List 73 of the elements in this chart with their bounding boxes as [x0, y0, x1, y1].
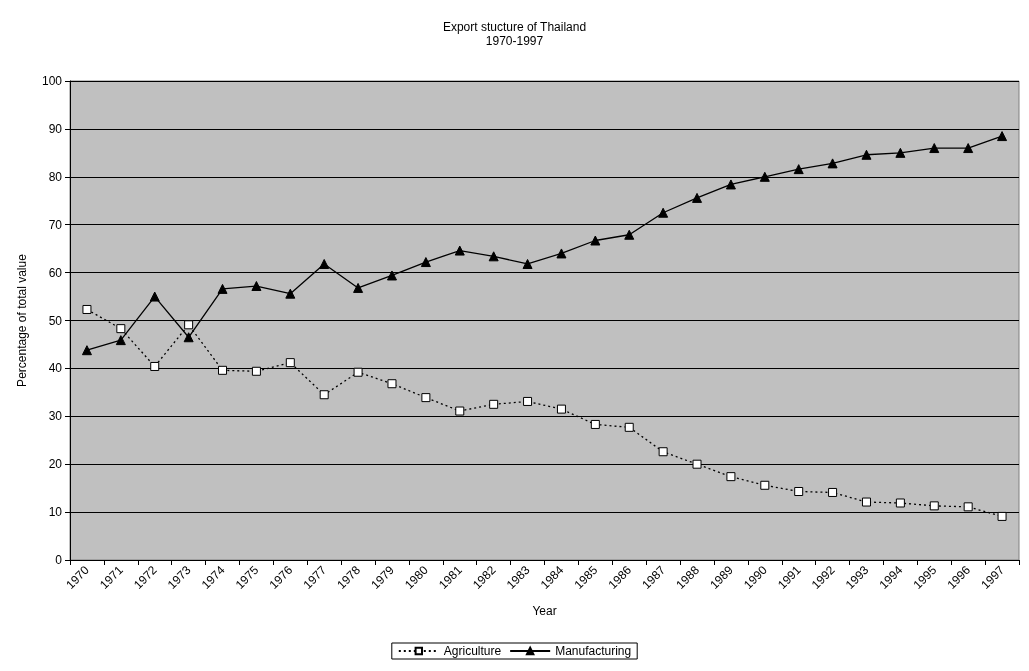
- point: [522, 258, 533, 269]
- legend-label: Manufacturing: [555, 644, 632, 658]
- point: [116, 324, 126, 334]
- point: [285, 358, 295, 368]
- point: [692, 459, 702, 469]
- point: [523, 396, 533, 406]
- point: [895, 498, 905, 508]
- legend-label: Agriculture: [443, 644, 502, 658]
- point: [386, 270, 397, 281]
- point: [82, 304, 92, 314]
- y-tick-label: 70: [48, 217, 63, 232]
- point: [726, 472, 736, 482]
- point: [489, 399, 499, 409]
- point: [861, 497, 871, 507]
- y-tick-label: 30: [48, 409, 63, 424]
- point: [997, 511, 1007, 521]
- point: [353, 282, 364, 293]
- point: [319, 390, 329, 400]
- point: [895, 147, 906, 158]
- point: [218, 365, 228, 375]
- point: [997, 131, 1008, 142]
- point: [353, 367, 363, 377]
- point: [725, 179, 736, 190]
- point: [624, 422, 634, 432]
- point: [488, 251, 499, 262]
- point: [861, 149, 872, 160]
- point: [81, 345, 92, 356]
- point: [455, 406, 465, 416]
- point: [658, 207, 669, 218]
- point: [827, 158, 838, 169]
- point: [420, 257, 431, 268]
- point: [251, 281, 262, 292]
- point: [251, 366, 261, 376]
- point: [658, 447, 668, 457]
- point: [828, 487, 838, 497]
- y-axis-title: Percentage of total value: [15, 253, 29, 387]
- point: [929, 501, 939, 511]
- point: [963, 502, 973, 512]
- y-tick-label: 50: [48, 313, 63, 328]
- point: [759, 171, 770, 182]
- point: [454, 245, 465, 256]
- y-tick-label: 60: [48, 265, 63, 280]
- point: [929, 143, 940, 154]
- point: [590, 419, 600, 429]
- point: [624, 229, 635, 240]
- point: [760, 480, 770, 490]
- point: [590, 235, 601, 246]
- point: [184, 320, 194, 330]
- chart-title: Export stucture of Thailand: [442, 20, 587, 34]
- point: [793, 164, 804, 175]
- point: [149, 291, 160, 302]
- chart-subtitle: 1970-1997: [485, 34, 544, 48]
- point: [421, 393, 431, 403]
- y-tick-label: 0: [55, 553, 63, 567]
- point: [183, 332, 194, 343]
- point: [319, 258, 330, 269]
- point: [556, 248, 567, 259]
- point: [217, 283, 228, 294]
- point: [794, 487, 804, 496]
- x-axis-title: Year: [532, 604, 557, 618]
- y-tick-label: 20: [48, 457, 63, 472]
- point: [387, 379, 397, 389]
- y-tick-label: 10: [48, 505, 63, 520]
- point: [150, 361, 160, 371]
- y-tick-label: 80: [48, 169, 63, 184]
- point: [692, 192, 703, 203]
- point: [556, 404, 566, 414]
- y-tick-label: 90: [48, 121, 63, 136]
- point: [963, 143, 974, 154]
- y-tick-label: 40: [48, 361, 63, 376]
- point: [285, 288, 296, 299]
- y-tick-label: 100: [41, 74, 63, 88]
- point: [115, 335, 126, 346]
